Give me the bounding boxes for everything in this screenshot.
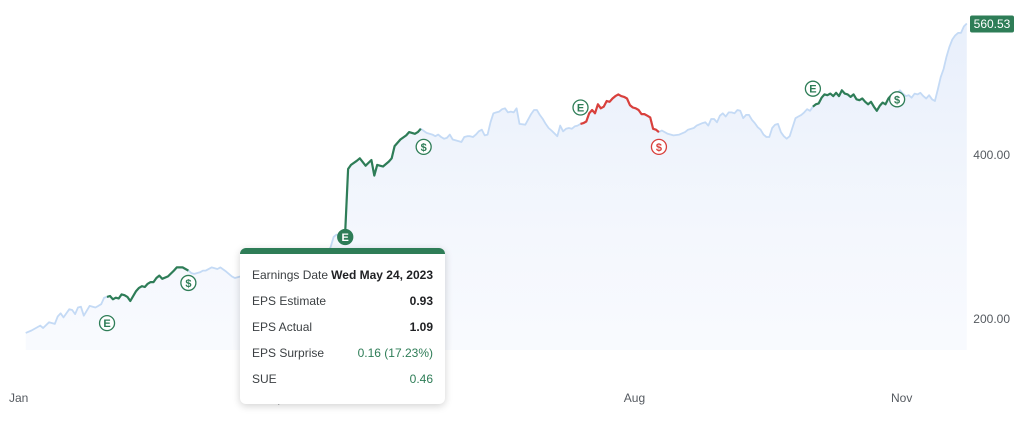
- earnings-marker[interactable]: E: [573, 100, 588, 115]
- tooltip-value: 0.46: [410, 372, 433, 386]
- dividend-marker[interactable]: $: [890, 92, 905, 107]
- x-tick-label: Aug: [624, 391, 645, 405]
- marker-label: $: [185, 278, 191, 290]
- tooltip-label: Earnings Date: [252, 268, 328, 282]
- marker-label: E: [809, 84, 816, 96]
- tooltip-row-eps-estimate: EPS Estimate 0.93: [252, 288, 433, 314]
- marker-label: E: [342, 232, 349, 244]
- earnings-marker[interactable]: E: [100, 316, 115, 331]
- marker-label: E: [577, 103, 584, 115]
- tooltip-row-earnings-date: Earnings Date Wed May 24, 2023: [252, 262, 433, 288]
- tooltip-label: SUE: [252, 372, 277, 386]
- tooltip-value: Wed May 24, 2023: [331, 268, 433, 282]
- tooltip-label: EPS Estimate: [252, 294, 326, 308]
- tooltip-label: EPS Surprise: [252, 346, 324, 360]
- last-price-badge: 560.53: [970, 15, 1014, 32]
- marker-label: $: [894, 94, 900, 106]
- marker-label: $: [656, 142, 662, 154]
- tooltip-row-eps-actual: EPS Actual 1.09: [252, 314, 433, 340]
- y-tick-label: 400.00: [973, 148, 1010, 162]
- x-tick-label: Nov: [891, 391, 912, 405]
- earnings-marker[interactable]: E: [805, 81, 820, 96]
- marker-label: $: [421, 142, 427, 154]
- tooltip-value: 1.09: [410, 320, 433, 334]
- dividend-marker[interactable]: $: [181, 275, 196, 290]
- earnings-tooltip: Earnings Date Wed May 24, 2023 EPS Estim…: [240, 248, 445, 404]
- dividend-marker[interactable]: $: [416, 139, 431, 154]
- tooltip-label: EPS Actual: [252, 320, 312, 334]
- earnings-marker[interactable]: E: [338, 230, 353, 245]
- tooltip-value: 0.93: [410, 294, 433, 308]
- tooltip-value: 0.16 (17.23%): [358, 346, 433, 360]
- price-area: [26, 24, 967, 351]
- y-tick-label: 200.00: [973, 312, 1010, 326]
- dividend-marker[interactable]: $: [651, 139, 666, 154]
- tooltip-row-sue: SUE 0.46: [252, 366, 433, 392]
- tooltip-row-eps-surprise: EPS Surprise 0.16 (17.23%): [252, 340, 433, 366]
- marker-label: E: [103, 318, 110, 330]
- x-tick-label: Jan: [9, 391, 28, 405]
- last-price-label: 560.53: [974, 17, 1011, 31]
